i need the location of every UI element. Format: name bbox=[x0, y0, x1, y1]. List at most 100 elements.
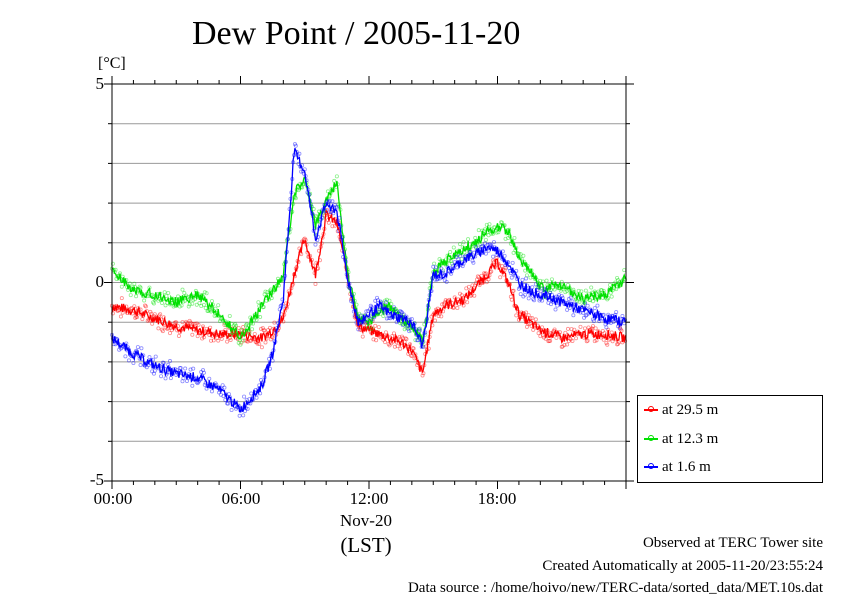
data-point bbox=[386, 316, 391, 321]
data-point bbox=[200, 336, 205, 341]
legend-item: at 29.5 m bbox=[644, 400, 718, 420]
data-point bbox=[614, 310, 619, 315]
data-point bbox=[209, 389, 214, 394]
data-point bbox=[203, 306, 208, 311]
data-point bbox=[562, 342, 567, 347]
data-point bbox=[209, 299, 214, 304]
data-point bbox=[407, 329, 412, 334]
data-point bbox=[219, 336, 224, 341]
data-point bbox=[209, 338, 214, 343]
data-point bbox=[409, 317, 414, 322]
data-point bbox=[152, 368, 157, 373]
data-point bbox=[454, 254, 459, 259]
data-point bbox=[188, 367, 193, 372]
data-point bbox=[411, 346, 416, 351]
data-point bbox=[360, 334, 365, 339]
data-point bbox=[177, 366, 182, 371]
data-point bbox=[168, 376, 173, 381]
data-point bbox=[161, 315, 166, 320]
data-point bbox=[236, 340, 241, 345]
data-point bbox=[557, 293, 562, 298]
data-point bbox=[397, 335, 402, 340]
data-point bbox=[190, 383, 195, 388]
data-point bbox=[593, 326, 598, 331]
data-point bbox=[364, 309, 369, 314]
data-point bbox=[383, 300, 388, 305]
data-point bbox=[297, 151, 302, 156]
data-point bbox=[459, 257, 464, 262]
data-point bbox=[614, 287, 619, 292]
data-point bbox=[595, 303, 600, 308]
data-point bbox=[508, 294, 513, 299]
data-point bbox=[250, 327, 255, 332]
data-point bbox=[184, 321, 189, 326]
data-point bbox=[143, 304, 148, 309]
data-point bbox=[584, 339, 589, 344]
plot-frame bbox=[111, 83, 627, 482]
data-point bbox=[389, 341, 394, 346]
data-point bbox=[216, 338, 221, 343]
series-line bbox=[111, 208, 627, 373]
data-point bbox=[182, 291, 187, 296]
data-point bbox=[382, 310, 387, 315]
data-point bbox=[197, 301, 202, 306]
data-point bbox=[387, 343, 392, 348]
data-point bbox=[588, 298, 593, 303]
data-point bbox=[582, 315, 587, 320]
data-point bbox=[259, 345, 264, 350]
data-point bbox=[225, 339, 230, 344]
legend-label: at 29.5 m bbox=[662, 401, 719, 418]
data-point bbox=[134, 314, 139, 319]
data-point bbox=[503, 265, 508, 270]
data-point bbox=[239, 340, 244, 345]
data-point bbox=[470, 258, 475, 263]
data-point bbox=[400, 334, 405, 339]
data-point bbox=[124, 304, 129, 309]
data-point bbox=[330, 199, 335, 204]
data-point bbox=[383, 298, 388, 303]
data-point bbox=[615, 275, 620, 280]
data-point bbox=[236, 325, 241, 330]
data-point bbox=[333, 202, 338, 207]
data-point bbox=[209, 309, 214, 314]
data-point bbox=[153, 354, 158, 359]
data-point bbox=[259, 378, 264, 383]
data-point bbox=[292, 142, 297, 147]
data-point bbox=[245, 406, 250, 411]
data-point bbox=[491, 254, 496, 259]
data-point bbox=[590, 326, 595, 331]
data-point bbox=[484, 280, 489, 285]
data-point bbox=[241, 325, 246, 330]
data-point bbox=[547, 338, 552, 343]
data-point bbox=[376, 325, 381, 330]
data-point bbox=[164, 294, 169, 299]
data-point bbox=[374, 338, 379, 343]
data-point bbox=[254, 395, 259, 400]
data-point bbox=[499, 220, 504, 225]
data-point bbox=[238, 342, 243, 347]
legend-swatch-green bbox=[644, 435, 658, 441]
data-point bbox=[222, 385, 227, 390]
data-point bbox=[571, 313, 576, 318]
data-point bbox=[176, 333, 181, 338]
data-point bbox=[569, 327, 574, 332]
data-point bbox=[228, 333, 233, 338]
data-point bbox=[604, 340, 609, 345]
data-point bbox=[599, 288, 604, 293]
data-point bbox=[585, 338, 590, 343]
data-point bbox=[563, 330, 568, 335]
data-point bbox=[231, 329, 236, 334]
data-point bbox=[486, 248, 491, 253]
data-point bbox=[365, 319, 370, 324]
data-point bbox=[400, 310, 405, 315]
data-point bbox=[479, 273, 484, 278]
data-point bbox=[128, 306, 133, 311]
chart-title: Dew Point / 2005-11-20 bbox=[192, 15, 521, 52]
data-point bbox=[242, 338, 247, 343]
data-point bbox=[191, 366, 196, 371]
data-point bbox=[230, 330, 235, 335]
data-point bbox=[487, 222, 492, 227]
data-point bbox=[439, 314, 444, 319]
data-point bbox=[314, 214, 319, 219]
data-point bbox=[586, 325, 591, 330]
